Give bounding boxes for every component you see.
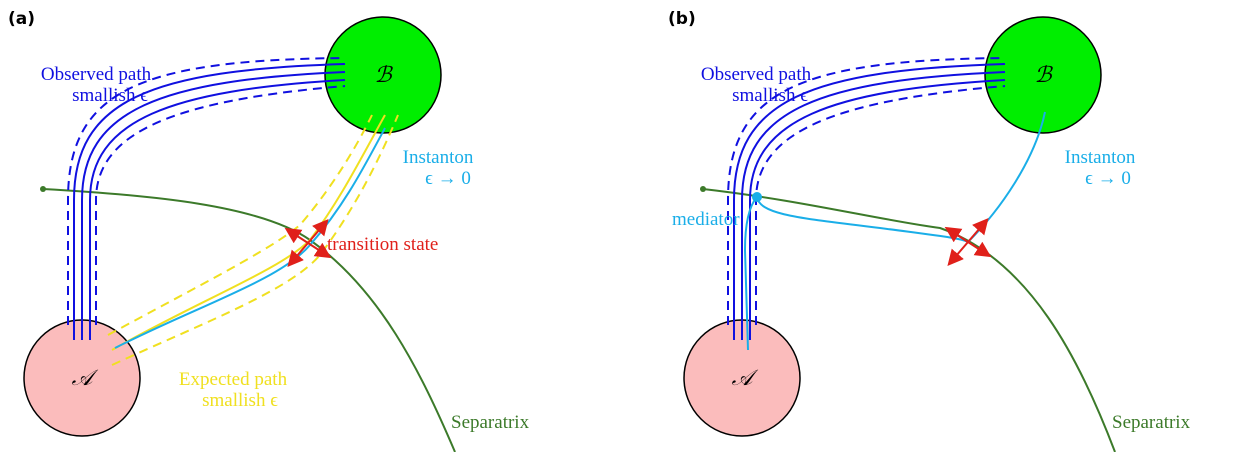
panel-label: (a) <box>8 9 35 29</box>
annotation: transition state <box>327 234 438 255</box>
annotation: Observed path <box>701 64 812 85</box>
node-label: ℬ <box>1034 62 1053 87</box>
annotation: Instanton <box>1065 147 1136 168</box>
separatrix-end <box>40 186 46 192</box>
annotation: ϵ → 0 <box>1085 168 1131 189</box>
annotation: ϵ → 0 <box>425 168 471 189</box>
annotation: Observed path <box>41 64 152 85</box>
panel-label: (b) <box>668 9 696 29</box>
observed-path <box>67 57 346 340</box>
mediator-point <box>752 192 762 202</box>
annotation: smallish ϵ <box>202 390 278 411</box>
annotation: smallish ϵ <box>732 85 808 106</box>
transition-marker <box>944 217 992 267</box>
separatrix <box>702 188 1116 452</box>
annotation: Expected path <box>179 369 288 390</box>
node-b <box>984 16 1102 134</box>
annotation: mediator <box>672 209 740 230</box>
annotation: Instanton <box>403 147 474 168</box>
instanton <box>743 111 1046 351</box>
observed-path <box>727 57 1006 340</box>
panel-b: (b) ℬ 𝒜 Observed path smallish ϵ Instant… <box>668 9 1191 452</box>
transition-marker <box>284 218 332 268</box>
annotation: Separatrix <box>451 412 530 433</box>
panel-a: (a) ℬ 𝒜 Observed path smallish ϵ Instant <box>8 9 530 452</box>
annotation: Separatrix <box>1112 412 1191 433</box>
node-label: ℬ <box>374 62 393 87</box>
annotation: smallish ϵ <box>72 85 148 106</box>
separatrix-end <box>700 186 706 192</box>
